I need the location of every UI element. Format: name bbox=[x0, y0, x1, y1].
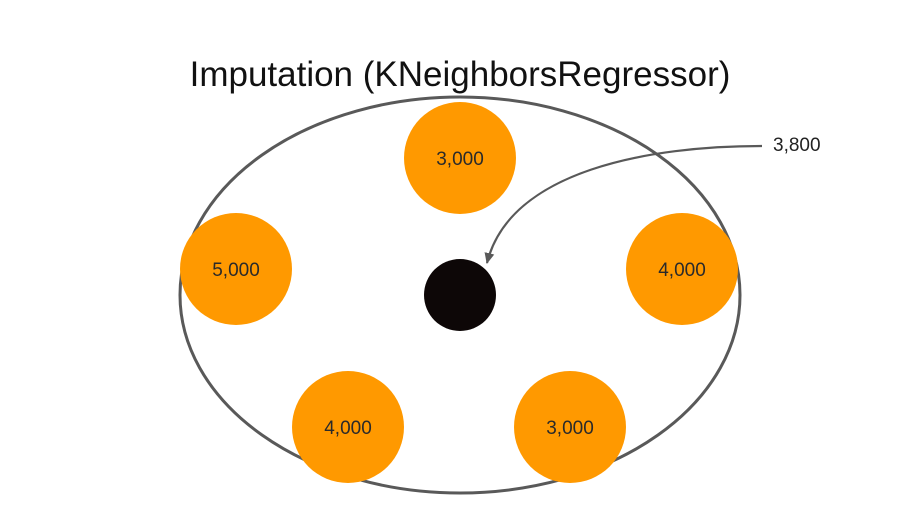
neighbor-value: 4,000 bbox=[324, 418, 372, 439]
prediction-label: 3,800 bbox=[773, 135, 821, 156]
neighbor-value: 3,000 bbox=[546, 418, 594, 439]
neighbor-top: 3,000 bbox=[404, 102, 516, 214]
neighbor-right: 4,000 bbox=[626, 213, 738, 325]
target-point bbox=[424, 259, 496, 331]
neighbor-value: 4,000 bbox=[658, 260, 706, 281]
neighbor-bottom-left: 4,000 bbox=[292, 371, 404, 483]
neighbor-bottom-right: 3,000 bbox=[514, 371, 626, 483]
neighborhood-ellipse bbox=[178, 95, 742, 495]
neighbor-left: 5,000 bbox=[180, 213, 292, 325]
slide-title: Imputation (KNeighborsRegressor) bbox=[189, 55, 731, 94]
neighbor-value: 5,000 bbox=[212, 260, 260, 281]
prediction-arrow bbox=[484, 144, 763, 264]
neighbor-value: 3,000 bbox=[436, 149, 484, 170]
